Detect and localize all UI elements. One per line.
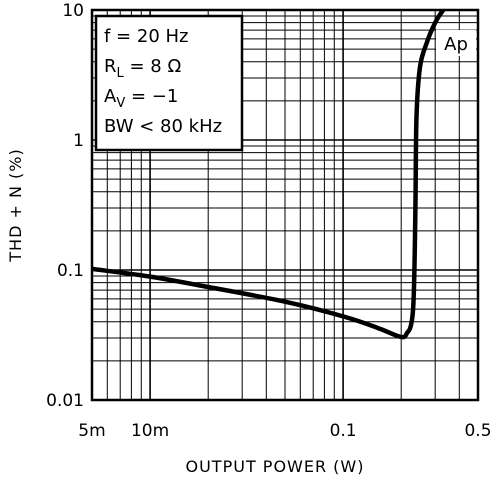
series-label-bg [436,30,476,56]
legend-line-main: f = 20 Hz [104,26,188,47]
legend-box: f = 20 Hz RL = 8 Ω AV = −1 BW < 80 kHz [94,14,244,152]
legend-line: AV = −1 [104,86,178,111]
x-tick-label: 10m [131,421,169,441]
x-tick-label: 5m [78,421,105,441]
legend-line-main: A [104,86,117,107]
x-tick-label: 0.1 [330,421,357,441]
tick-labels: 0.01 0.1 1 10 5m 10m 0.1 0.5 [46,1,491,441]
y-axis-label: THD + N (%) [6,148,25,262]
legend-line-subscript: V [116,96,125,111]
legend-line: RL = 8 Ω [104,56,181,81]
series-line-ap [92,10,446,340]
y-tick-label: 0.1 [57,261,84,281]
y-tick-label: 10 [62,1,84,21]
legend-line-value: = 8 Ω [124,56,182,77]
y-tick-label: 1 [73,131,84,151]
series-label-ap: Ap [444,34,468,55]
legend-line-main: BW < 80 kHz [104,116,222,137]
legend-line: BW < 80 kHz [104,116,222,137]
legend-frame [94,14,244,152]
legend-line-value: = −1 [125,86,178,107]
legend-line-main: R [104,56,117,77]
legend-line: f = 20 Hz [104,26,188,47]
legend-line-subscript: L [117,66,125,81]
x-tick-label: 0.5 [464,421,491,441]
plot-frame [90,8,480,402]
series-layer: Ap [92,10,476,340]
x-axis-label: OUTPUT POWER (W) [186,457,365,476]
y-tick-label: 0.01 [46,391,84,411]
